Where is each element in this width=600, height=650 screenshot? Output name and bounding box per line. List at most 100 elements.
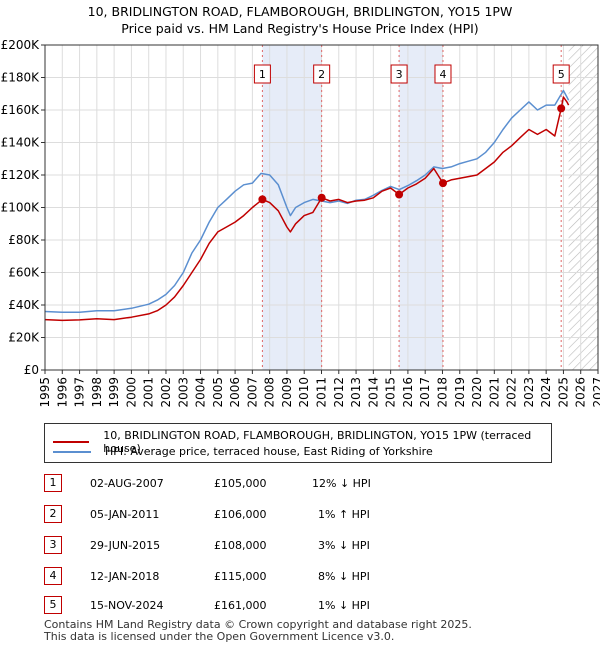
x-tick-label: 2005	[211, 377, 225, 408]
y-tick-label: £40K	[8, 298, 40, 312]
transaction-row: 2 05-JAN-2011 £106,000 1% ↑ HPI	[0, 505, 600, 525]
transaction-number-badge: 4	[44, 567, 62, 585]
transaction-marker-number: 1	[259, 68, 266, 81]
transaction-marker-box	[552, 64, 570, 84]
x-tick-label: 1998	[90, 377, 104, 408]
x-tick-label: 1995	[38, 377, 52, 408]
transaction-point	[438, 179, 447, 188]
transaction-marker-box	[390, 64, 408, 84]
transaction-date: 12-JAN-2018	[90, 570, 160, 583]
x-tick-label: 2020	[470, 377, 484, 408]
y-tick-label: £80K	[8, 233, 40, 247]
transaction-price: £115,000	[214, 570, 267, 583]
transaction-hpi-diff: 1% ↓ HPI	[318, 599, 370, 612]
x-tick-label: 2016	[401, 377, 415, 408]
transaction-row: 4 12-JAN-2018 £115,000 8% ↓ HPI	[0, 567, 600, 587]
legend-label-hpi: HPI: Average price, terraced house, East…	[105, 445, 433, 458]
transaction-hpi-diff: 3% ↓ HPI	[318, 539, 370, 552]
y-tick-label: £160K	[1, 103, 41, 117]
x-tick-label: 2014	[366, 377, 380, 408]
y-tick-label: £100K	[1, 201, 41, 215]
x-tick-label: 2010	[297, 377, 311, 408]
x-tick-label: 2017	[418, 377, 432, 408]
transaction-number-badge: 3	[44, 536, 62, 554]
x-tick-label: 2001	[142, 377, 156, 408]
y-tick-label: £0	[24, 363, 39, 377]
y-tick-label: £120K	[1, 168, 41, 182]
transaction-date: 29-JUN-2015	[90, 539, 161, 552]
chart-subtitle: Price paid vs. HM Land Registry's House …	[121, 21, 479, 36]
footer-copyright: Contains HM Land Registry data © Crown c…	[44, 618, 472, 631]
y-tick-label: £60K	[8, 266, 40, 280]
transaction-price: £106,000	[214, 508, 267, 521]
transaction-price: £161,000	[214, 599, 267, 612]
x-tick-label: 2025	[556, 377, 570, 408]
x-tick-label: 2018	[435, 377, 449, 408]
transaction-marker-number: 3	[396, 68, 403, 81]
x-tick-label: 2011	[315, 377, 329, 408]
x-tick-label: 2024	[539, 377, 553, 408]
transaction-marker-box	[313, 64, 331, 84]
x-tick-label: 2027	[591, 377, 600, 408]
legend-item-property: 10, BRIDLINGTON ROAD, FLAMBOROUGH, BRIDL…	[53, 429, 551, 455]
x-tick-label: 2002	[159, 377, 173, 408]
x-tick-label: 1997	[73, 377, 87, 408]
x-tick-label: 2006	[228, 377, 242, 408]
x-tick-label: 1999	[107, 377, 121, 408]
x-tick-label: 2013	[349, 377, 363, 408]
x-tick-label: 2007	[245, 377, 259, 408]
x-tick-label: 2008	[263, 377, 277, 408]
x-tick-label: 2021	[487, 377, 501, 408]
x-tick-label: 2026	[574, 377, 588, 408]
x-tick-label: 2003	[176, 377, 190, 408]
x-tick-label: 1996	[55, 377, 69, 408]
transaction-row: 5 15-NOV-2024 £161,000 1% ↓ HPI	[0, 596, 600, 616]
transaction-point	[557, 104, 566, 113]
legend-label-property: 10, BRIDLINGTON ROAD, FLAMBOROUGH, BRIDL…	[103, 429, 532, 455]
y-tick-label: £180K	[1, 71, 41, 85]
transaction-price: £108,000	[214, 539, 267, 552]
footer-licence: This data is licensed under the Open Gov…	[44, 630, 395, 643]
transaction-hpi-diff: 12% ↓ HPI	[312, 477, 371, 490]
y-tick-label: £140K	[1, 136, 41, 150]
transaction-number-badge: 2	[44, 505, 62, 523]
transaction-point	[317, 193, 326, 202]
x-tick-label: 2004	[194, 377, 208, 408]
plot-frame	[44, 44, 599, 371]
transaction-point	[258, 195, 267, 204]
hpi-line	[44, 89, 570, 314]
y-tick-label: £20K	[8, 331, 40, 345]
chart-title: 10, BRIDLINGTON ROAD, FLAMBOROUGH, BRIDL…	[87, 4, 513, 19]
transaction-row: 3 29-JUN-2015 £108,000 3% ↓ HPI	[0, 536, 600, 556]
price-chart: 1 2 3 4 5 £0 £20K £40K £60K £80K £100K £120K £140K £…	[1, 38, 600, 408]
transaction-marker-box	[434, 64, 452, 84]
transaction-date: 05-JAN-2011	[90, 508, 160, 521]
transaction-date: 02-AUG-2007	[90, 477, 164, 490]
footer-notice: Contains HM Land Registry data © Crown c…	[44, 619, 472, 643]
legend-swatch-hpi	[53, 450, 91, 453]
transaction-point	[395, 190, 404, 199]
transaction-number-badge: 1	[44, 474, 62, 492]
x-tick-label: 2012	[332, 377, 346, 408]
transaction-marker-number: 5	[558, 68, 565, 81]
transaction-hpi-diff: 8% ↓ HPI	[318, 570, 370, 583]
y-tick-label: £200K	[1, 38, 41, 52]
transaction-price: £105,000	[214, 477, 267, 490]
legend-item-hpi: HPI: Average price, terraced house, East…	[53, 445, 433, 458]
x-tick-label: 2009	[280, 377, 294, 408]
legend-swatch-property	[53, 441, 90, 443]
transaction-marker-box	[253, 64, 271, 84]
transaction-row: 1 02-AUG-2007 £105,000 12% ↓ HPI	[0, 474, 600, 494]
x-tick-label: 2000	[124, 377, 138, 408]
x-tick-label: 2019	[453, 377, 467, 408]
transaction-marker-number: 4	[439, 68, 446, 81]
x-tick-label: 2015	[384, 377, 398, 408]
property-price-line	[44, 96, 570, 322]
transaction-number-badge: 5	[44, 596, 62, 614]
transaction-date: 15-NOV-2024	[90, 599, 164, 612]
legend: 10, BRIDLINGTON ROAD, FLAMBOROUGH, BRIDL…	[44, 423, 552, 463]
transaction-marker-number: 2	[318, 68, 325, 81]
x-tick-label: 2023	[522, 377, 536, 408]
x-tick-label: 2022	[505, 377, 519, 408]
transaction-hpi-diff: 1% ↑ HPI	[318, 508, 370, 521]
